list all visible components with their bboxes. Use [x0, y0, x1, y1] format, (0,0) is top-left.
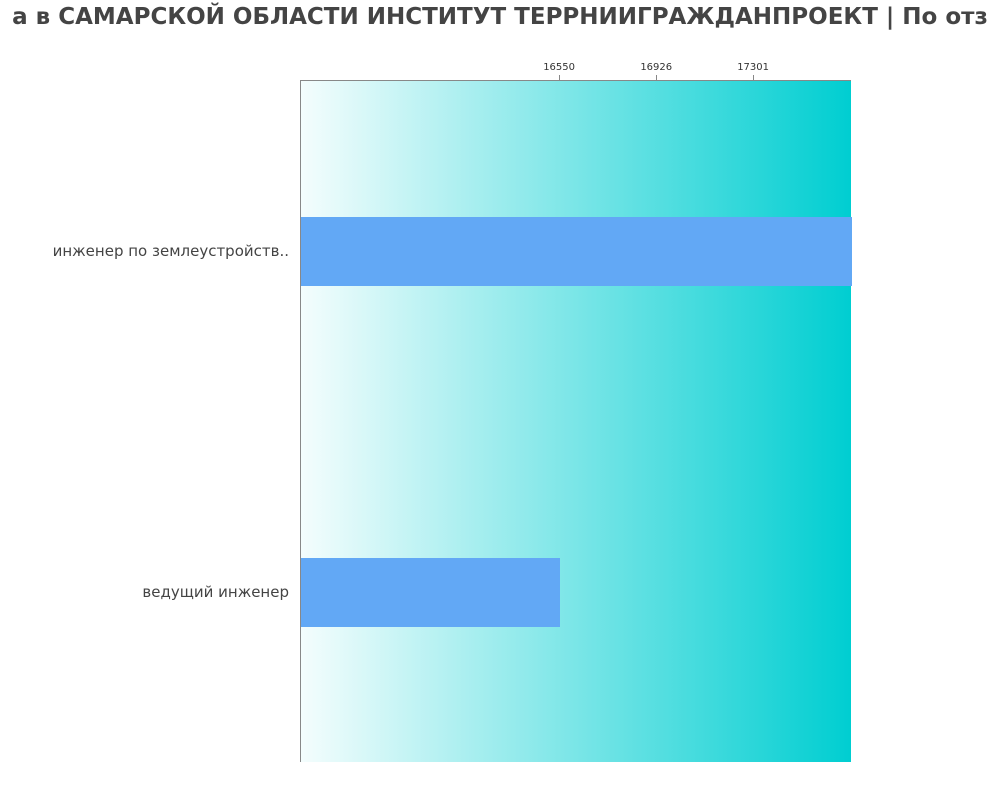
x-tick-label: 17301 [737, 62, 769, 73]
y-category-label: ведущий инженер [142, 582, 289, 601]
chart-title: а в САМАРСКОЙ ОБЛАСТИ ИНСТИТУТ ТЕРРНИИГР… [12, 4, 988, 30]
x-tick-mark [656, 75, 658, 80]
bar [301, 217, 852, 286]
x-tick-mark [753, 75, 755, 80]
y-category-label: инженер по землеустройств.. [52, 241, 289, 260]
bar [301, 558, 561, 627]
x-tick-label: 16550 [543, 62, 575, 73]
plot-area [300, 80, 852, 762]
x-tick-mark [559, 75, 561, 80]
x-tick-label: 16926 [640, 62, 673, 73]
